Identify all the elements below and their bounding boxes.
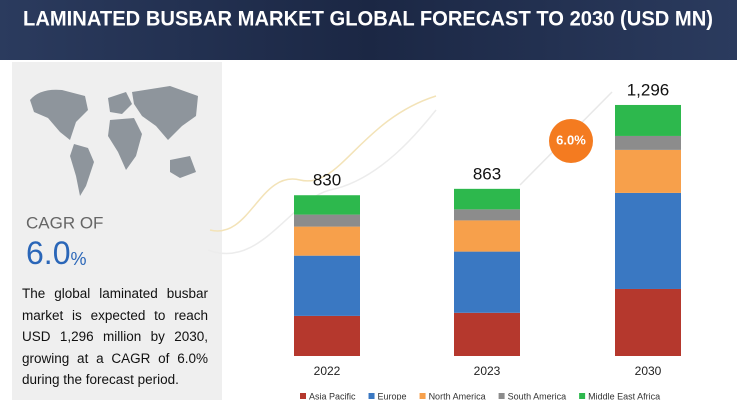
legend-swatch — [579, 393, 586, 399]
cagr-value: 6.0% — [26, 235, 87, 271]
chart-title: LAMINATED BUSBAR MARKET GLOBAL FORECAST … — [23, 8, 713, 31]
legend-swatch — [368, 393, 375, 399]
world-map — [30, 86, 198, 196]
bar-segment — [615, 149, 681, 193]
growth-bubble — [549, 119, 593, 163]
cagr-label: CAGR OF — [26, 213, 103, 232]
legend-label: South America — [508, 391, 567, 400]
legend-swatch — [300, 393, 306, 399]
bar-segment — [615, 192, 681, 289]
bar-segment — [294, 214, 360, 227]
decor-curve — [209, 95, 437, 232]
legend-label: Asia Pacific — [309, 391, 356, 400]
growth-label: 6.0% — [556, 132, 586, 147]
total-label: 830 — [313, 171, 341, 190]
description: The global laminated busbar market is ex… — [22, 286, 208, 387]
x-tick-label: 2022 — [314, 364, 341, 378]
legend-swatch — [419, 393, 426, 399]
legend-label: Middle East Africa — [588, 391, 660, 400]
x-tick-label: 2023 — [474, 364, 501, 378]
total-label: 863 — [473, 164, 501, 183]
legend-label: North America — [429, 391, 486, 400]
bar-segment — [454, 209, 520, 221]
legend-swatch — [498, 393, 505, 399]
header-band — [0, 0, 737, 60]
legend-label: Europe — [378, 391, 407, 400]
bar-segment — [294, 315, 360, 356]
decor-curve — [207, 109, 437, 255]
bar-segment — [294, 195, 360, 215]
bar-segment — [454, 188, 520, 210]
bar-segment — [615, 104, 681, 136]
bar-segment — [294, 226, 360, 256]
bar-segment — [454, 251, 520, 313]
bar-segment — [615, 135, 681, 150]
bar-segment — [294, 255, 360, 316]
x-tick-label: 2030 — [635, 364, 662, 378]
bar-segment — [454, 220, 520, 252]
bar-segment — [454, 312, 520, 356]
cagr-number: 6.0 — [26, 235, 70, 271]
bar-segment — [615, 288, 681, 356]
total-label: 1,296 — [627, 80, 670, 99]
cagr-unit: % — [70, 249, 86, 269]
